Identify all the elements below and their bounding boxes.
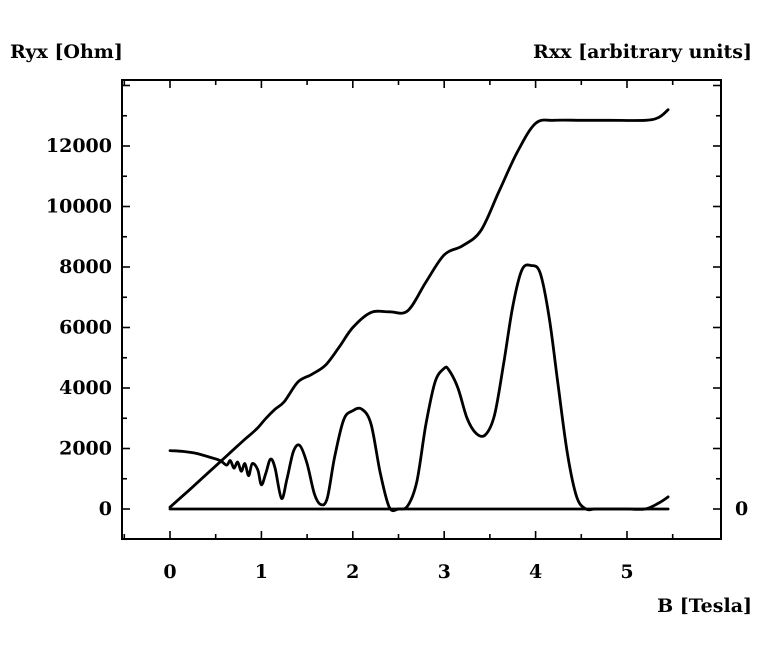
y-tick-label-left: 8000 (59, 256, 112, 278)
axis-ticks: 0 1 2 3 4 5 0 2000 4000 6000 8000 10000 12000 0 (46, 80, 748, 583)
x-tick-label: 4 (529, 561, 542, 583)
y-axis-label-left: Ryx [Ohm] (10, 41, 123, 63)
y-tick-label-left: 6000 (59, 317, 112, 339)
rxx-curve (168, 263, 670, 513)
y-tick-label-left: 0 (99, 498, 112, 520)
y-tick-label-right: 0 (735, 498, 748, 520)
x-tick-label: 3 (438, 561, 451, 583)
plot-frame (121, 79, 722, 540)
x-tick-label: 0 (163, 561, 176, 583)
x-tick-label: 1 (255, 561, 268, 583)
y-tick-label-left: 2000 (59, 438, 112, 460)
y-tick-label-left: 10000 (46, 196, 112, 218)
y-axis-label-right: Rxx [arbitrary units] (533, 41, 752, 63)
x-tick-label: 2 (346, 561, 359, 583)
y-tick-label-left: 12000 (46, 135, 112, 157)
series-group (168, 108, 670, 513)
y-tick-label-left: 4000 (59, 377, 112, 399)
x-axis-label: B [Tesla] (657, 595, 752, 617)
x-tick-label: 5 (620, 561, 633, 583)
ryx-curve (168, 108, 670, 509)
